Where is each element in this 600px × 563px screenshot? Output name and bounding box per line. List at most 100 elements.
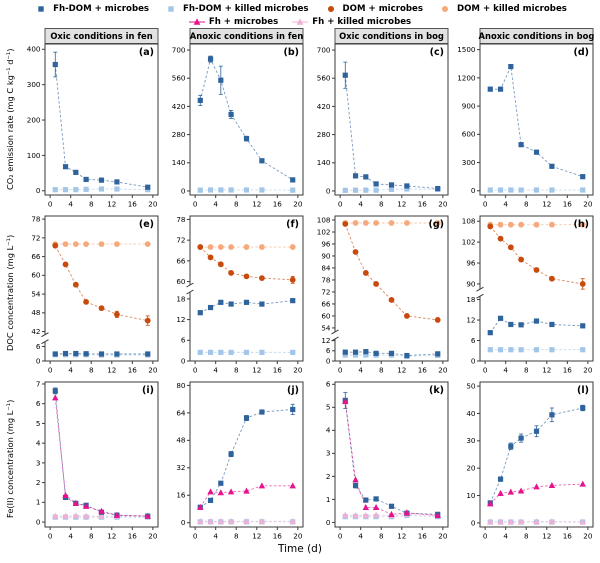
svg-text:66: 66 bbox=[321, 299, 331, 308]
svg-text:108: 108 bbox=[462, 217, 476, 226]
svg-text:(b): (b) bbox=[284, 47, 299, 58]
svg-text:48: 48 bbox=[176, 436, 186, 445]
svg-text:16: 16 bbox=[563, 200, 573, 209]
svg-text:1: 1 bbox=[326, 495, 331, 504]
svg-text:18: 18 bbox=[176, 294, 186, 303]
svg-text:4: 4 bbox=[213, 366, 218, 375]
svg-text:(k): (k) bbox=[429, 385, 444, 396]
svg-text:900: 900 bbox=[462, 101, 476, 110]
svg-text:8: 8 bbox=[89, 366, 94, 375]
svg-text:0: 0 bbox=[48, 532, 53, 541]
svg-text:6: 6 bbox=[36, 342, 41, 351]
svg-text:280: 280 bbox=[172, 130, 186, 139]
svg-text:80: 80 bbox=[176, 381, 186, 390]
svg-text:50: 50 bbox=[466, 382, 476, 391]
svg-text:4: 4 bbox=[36, 439, 41, 448]
svg-text:(f): (f) bbox=[286, 219, 299, 230]
square-marker-icon bbox=[168, 5, 174, 12]
svg-text:20: 20 bbox=[438, 532, 448, 541]
svg-text:0: 0 bbox=[36, 186, 41, 195]
svg-text:20: 20 bbox=[438, 200, 448, 209]
svg-text:0: 0 bbox=[471, 356, 476, 365]
square-marker-icon bbox=[38, 5, 44, 12]
legend-label: DOM + microbes bbox=[342, 3, 423, 14]
svg-text:54: 54 bbox=[31, 289, 41, 298]
svg-text:420: 420 bbox=[317, 102, 331, 111]
svg-text:8: 8 bbox=[379, 366, 384, 375]
svg-text:(a): (a) bbox=[139, 47, 154, 58]
legend-label: Fh + microbes bbox=[208, 16, 279, 27]
svg-text:6: 6 bbox=[181, 336, 186, 345]
svg-text:0: 0 bbox=[483, 366, 488, 375]
panel-e-doc-oxic-fen: 0 6 42 48 54 60 66 72 78 0 4 8 12 16 20 (e) bbox=[18, 210, 163, 376]
svg-text:8: 8 bbox=[379, 200, 384, 209]
circle-marker-icon bbox=[327, 5, 334, 12]
svg-text:4: 4 bbox=[358, 532, 363, 541]
panel-i-fe2-oxic-fen: 0 1 2 3 4 5 6 7 0 4 8 12 16 20 (i) bbox=[18, 376, 163, 542]
svg-text:12: 12 bbox=[252, 366, 261, 375]
svg-text:12: 12 bbox=[466, 315, 475, 324]
svg-text:64: 64 bbox=[176, 408, 186, 417]
svg-text:(j): (j) bbox=[287, 385, 299, 396]
svg-text:72: 72 bbox=[176, 236, 185, 245]
circle-marker-icon bbox=[441, 5, 448, 12]
svg-text:700: 700 bbox=[172, 45, 186, 54]
svg-text:102: 102 bbox=[462, 238, 476, 247]
svg-text:78: 78 bbox=[176, 215, 186, 224]
svg-text:12: 12 bbox=[252, 532, 261, 541]
svg-text:20: 20 bbox=[583, 200, 593, 209]
svg-text:5: 5 bbox=[36, 419, 41, 428]
legend: Fh-DOM + microbes Fh-DOM + killed microbe… bbox=[0, 2, 600, 28]
svg-text:400: 400 bbox=[27, 45, 41, 54]
panel-g-doc-oxic-bog: 0 6 12 54 60 66 72 78 84 90 96 102 108 0 4 8 12 16 20 (g) bbox=[308, 210, 453, 376]
svg-text:12: 12 bbox=[107, 532, 116, 541]
svg-text:0: 0 bbox=[193, 366, 198, 375]
legend-item-fh_k: Fh + killed microbes bbox=[292, 17, 411, 27]
svg-text:16: 16 bbox=[128, 532, 138, 541]
svg-text:0: 0 bbox=[471, 518, 476, 527]
svg-text:12: 12 bbox=[252, 200, 261, 209]
triangle-marker-icon bbox=[292, 17, 309, 25]
legend-label: Fh + killed microbes bbox=[312, 16, 412, 27]
svg-text:16: 16 bbox=[273, 366, 283, 375]
svg-text:4: 4 bbox=[68, 532, 73, 541]
svg-text:4: 4 bbox=[213, 532, 218, 541]
svg-text:1200: 1200 bbox=[457, 73, 476, 82]
svg-text:0: 0 bbox=[181, 518, 186, 527]
svg-text:32: 32 bbox=[176, 463, 185, 472]
svg-text:108: 108 bbox=[317, 215, 331, 224]
svg-text:16: 16 bbox=[128, 366, 138, 375]
panel-j-fe2-anoxic-fen: 0 16 32 48 64 80 0 4 8 12 16 20 (j) bbox=[163, 376, 308, 542]
svg-text:18: 18 bbox=[466, 295, 476, 304]
legend-row-1: Fh-DOM + microbes Fh-DOM + killed microbe… bbox=[33, 2, 567, 15]
svg-text:84: 84 bbox=[321, 263, 331, 272]
svg-text:78: 78 bbox=[321, 275, 331, 284]
svg-text:42: 42 bbox=[31, 327, 40, 336]
panel-f-doc-anoxic-fen: 0 6 12 18 60 66 72 78 0 4 8 12 16 20 (f) bbox=[163, 210, 308, 376]
svg-text:6: 6 bbox=[471, 336, 476, 345]
svg-text:300: 300 bbox=[462, 158, 476, 167]
svg-text:4: 4 bbox=[503, 532, 508, 541]
svg-text:Anoxic conditions in bog: Anoxic conditions in bog bbox=[479, 31, 595, 41]
svg-text:8: 8 bbox=[89, 200, 94, 209]
svg-text:20: 20 bbox=[293, 532, 303, 541]
svg-text:16: 16 bbox=[273, 532, 283, 541]
svg-text:(l): (l) bbox=[577, 385, 589, 396]
svg-text:7: 7 bbox=[36, 379, 41, 388]
y-axis-label-co2: CO₂ emission rate (mg C kg⁻¹ d⁻¹) bbox=[5, 48, 15, 190]
svg-text:0: 0 bbox=[483, 532, 488, 541]
svg-text:12: 12 bbox=[542, 200, 551, 209]
svg-text:Oxic conditions in bog: Oxic conditions in bog bbox=[339, 31, 444, 41]
svg-text:72: 72 bbox=[321, 287, 330, 296]
panel-a-co2-oxic-fen: Oxic conditions in fen 0 100 200 300 400 0 4 8 12… bbox=[18, 28, 163, 210]
svg-text:4: 4 bbox=[503, 200, 508, 209]
svg-text:66: 66 bbox=[31, 252, 41, 261]
svg-text:10: 10 bbox=[466, 491, 476, 500]
svg-text:280: 280 bbox=[317, 130, 331, 139]
svg-text:5: 5 bbox=[326, 403, 331, 412]
svg-text:16: 16 bbox=[418, 200, 428, 209]
svg-text:Oxic conditions in fen: Oxic conditions in fen bbox=[50, 31, 152, 41]
legend-label: Fh-DOM + killed microbes bbox=[183, 3, 309, 14]
svg-text:8: 8 bbox=[234, 532, 239, 541]
legend-label: Fh-DOM + microbes bbox=[53, 3, 150, 14]
